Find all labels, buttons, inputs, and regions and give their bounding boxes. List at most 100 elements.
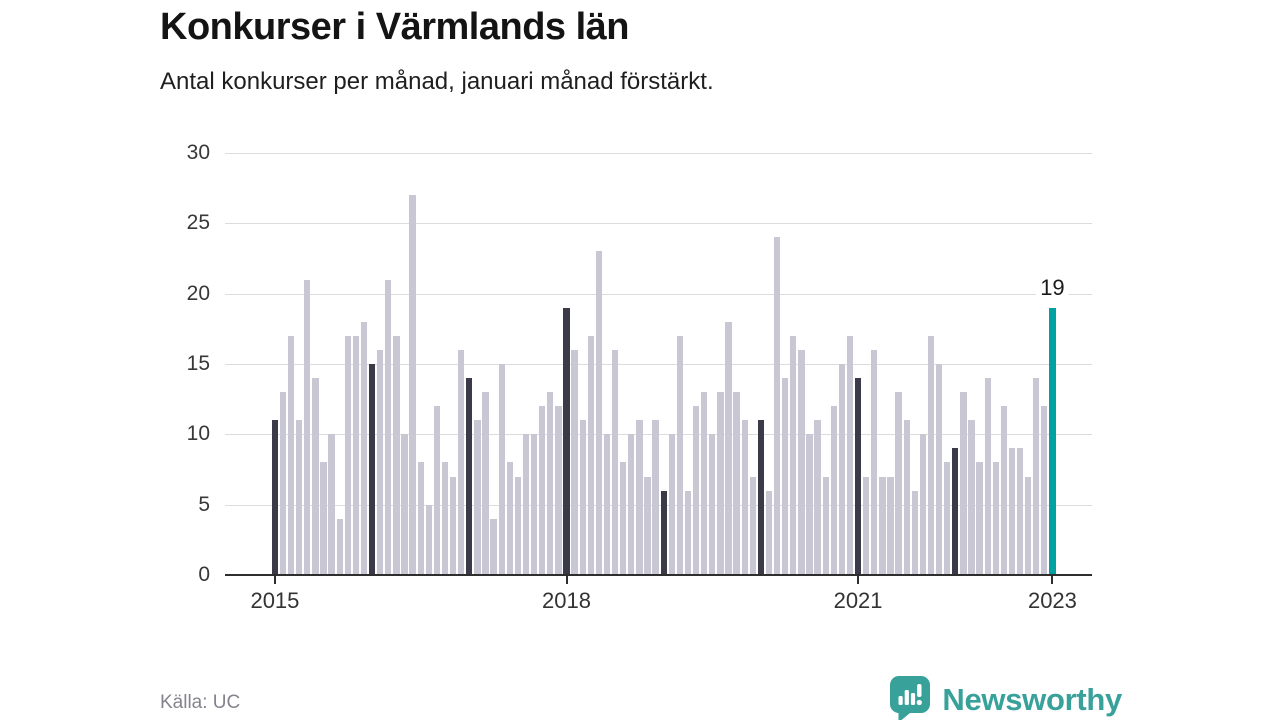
bar-2021-11 (935, 364, 943, 575)
x-axis-label-2018: 2018 (542, 588, 591, 613)
bar-2017-04 (490, 518, 497, 575)
bar-2016-06 (409, 195, 416, 575)
bar-2016-10 (441, 462, 449, 575)
bar-2017-11 (547, 392, 554, 575)
bar-2015-01 (271, 420, 279, 575)
bar-2015-11 (352, 335, 360, 575)
bar-2015-06 (312, 378, 319, 575)
bar-2022-12 (1041, 406, 1048, 575)
bar-2019-01 (660, 490, 667, 575)
gridline-y-15 (225, 364, 1092, 365)
bar-2018-09 (628, 434, 635, 575)
bar-2018-02 (571, 349, 578, 575)
bar-2017-08 (522, 434, 530, 575)
bar-2016-02 (377, 349, 384, 575)
bar-2021-08 (911, 490, 918, 575)
bar-2018-07 (611, 349, 619, 575)
bar-2017-01 (466, 378, 473, 575)
x-axis-label-2021: 2021 (833, 588, 883, 613)
bar-2020-06 (798, 349, 805, 575)
bar-2015-07 (320, 462, 327, 575)
x-axis-tick-2015 (273, 576, 276, 584)
bar-2022-03 (968, 420, 975, 575)
bar-2022-10 (1024, 476, 1032, 575)
bar-2020-05 (790, 335, 797, 575)
bar-2018-12 (652, 420, 659, 575)
newsworthy-logo-text: Newsworthy (942, 681, 1122, 717)
bar-2018-01 (563, 307, 570, 575)
bar-2020-07 (806, 434, 813, 575)
bar-2020-10 (830, 406, 837, 575)
x-axis-line (225, 574, 1092, 576)
bar-2019-10 (733, 392, 740, 575)
bar-2016-09 (433, 406, 441, 575)
bar-2016-12 (458, 349, 465, 575)
bar-2015-12 (360, 321, 368, 575)
highlight-value-label: 19 (1036, 274, 1069, 301)
y-axis-label-30: 30 (186, 141, 210, 164)
bar-2020-03 (773, 237, 781, 575)
bar-2015-09 (336, 518, 343, 575)
bar-2019-05 (692, 406, 700, 575)
chart-title: Konkurser i Värmlands län (160, 6, 630, 48)
y-axis-label-25: 25 (186, 211, 210, 235)
bar-2023-01 (1049, 307, 1056, 575)
bar-2021-04 (879, 476, 886, 575)
bar-2017-07 (514, 476, 522, 575)
gridline-y-30 (225, 153, 1092, 154)
bar-2016-05 (401, 434, 408, 575)
bar-2020-04 (782, 378, 789, 575)
bar-2016-03 (385, 279, 392, 575)
bar-2019-04 (684, 490, 692, 575)
bar-2019-12 (749, 476, 756, 575)
x-axis-label-2023: 2023 (1027, 588, 1077, 613)
bar-2017-10 (539, 406, 546, 575)
bar-2020-01 (757, 420, 765, 575)
y-axis-label-0: 0 (198, 563, 210, 586)
source-label: Källa: UC (160, 692, 241, 713)
bar-2016-11 (449, 476, 457, 575)
bar-2015-08 (328, 434, 335, 575)
bar-2022-05 (984, 378, 991, 575)
bar-2018-05 (595, 251, 603, 575)
bar-2022-04 (976, 462, 983, 575)
gridline-y-25 (225, 223, 1092, 225)
bar-2022-09 (1016, 448, 1024, 575)
bar-2020-11 (838, 364, 846, 575)
bar-2017-12 (555, 406, 562, 575)
x-axis-tick-2023 (1051, 576, 1054, 584)
bar-2017-02 (474, 420, 481, 575)
bar-2015-04 (296, 420, 303, 575)
bar-2019-03 (676, 335, 684, 575)
bar-2018-06 (603, 434, 611, 575)
y-axis-label-20: 20 (186, 281, 210, 305)
x-axis-tick-2021 (857, 576, 860, 584)
bar-2015-02 (279, 392, 287, 575)
bar-2021-10 (927, 335, 935, 575)
y-axis-label-15: 15 (186, 352, 210, 375)
bar-2016-04 (393, 335, 400, 575)
bar-2015-10 (344, 335, 351, 575)
bar-2017-09 (530, 434, 538, 575)
x-axis-label-2015: 2015 (250, 588, 300, 613)
bar-2021-03 (871, 349, 878, 575)
bar-2021-01 (854, 378, 862, 575)
bar-2022-02 (960, 392, 967, 575)
bar-2019-02 (668, 434, 675, 575)
newsworthy-logo-icon (890, 676, 931, 720)
bar-2021-05 (887, 476, 894, 575)
bar-2021-12 (944, 462, 951, 575)
bar-2019-08 (717, 392, 724, 575)
chart-subtitle: Antal konkurser per månad, januari månad… (160, 68, 714, 95)
bar-2018-03 (579, 420, 586, 575)
bar-2016-07 (417, 462, 424, 575)
bar-2016-01 (368, 364, 376, 575)
bar-2020-02 (765, 490, 773, 575)
bar-2021-02 (863, 476, 870, 575)
bar-2022-01 (952, 448, 959, 575)
bar-2022-06 (992, 462, 999, 575)
bar-2022-11 (1033, 378, 1040, 575)
bar-2020-12 (846, 335, 854, 575)
bar-2021-07 (903, 420, 910, 575)
